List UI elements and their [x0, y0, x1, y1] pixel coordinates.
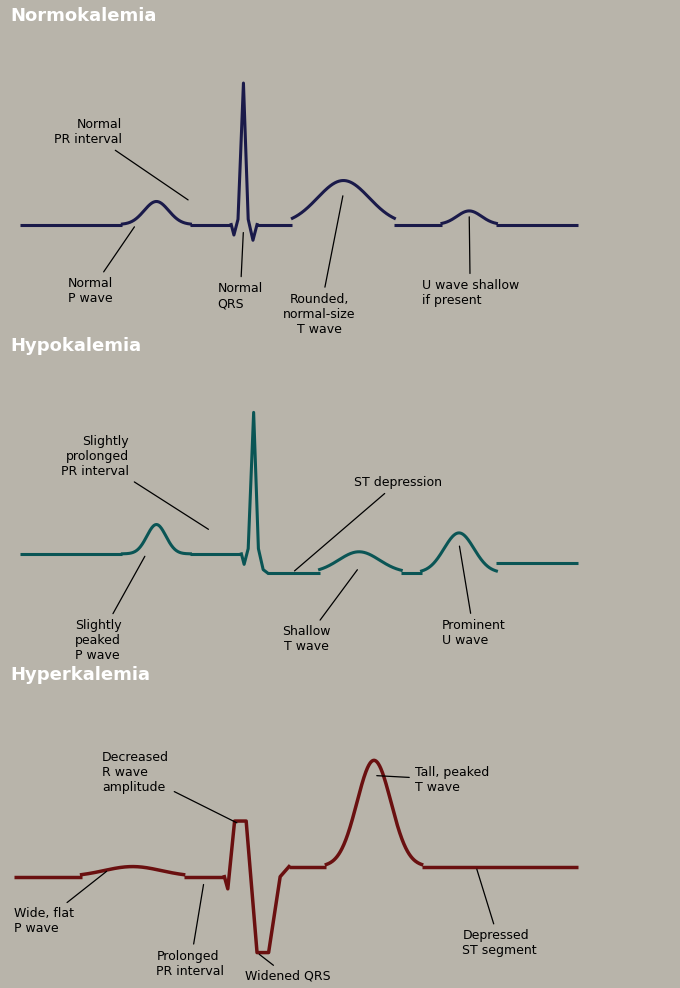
Text: Depressed
ST segment: Depressed ST segment — [462, 869, 537, 957]
Text: Wide, flat
P wave: Wide, flat P wave — [14, 871, 107, 935]
Text: Prominent
U wave: Prominent U wave — [442, 546, 506, 647]
Text: Normal
P wave: Normal P wave — [68, 227, 135, 305]
Text: Tall, peaked
T wave: Tall, peaked T wave — [377, 766, 489, 793]
Text: Normokalemia: Normokalemia — [10, 8, 156, 26]
Text: Hypokalemia: Hypokalemia — [10, 337, 141, 355]
Text: Hyperkalemia: Hyperkalemia — [10, 666, 150, 684]
Text: U wave shallow
if present: U wave shallow if present — [422, 216, 519, 307]
Text: Normal
PR interval: Normal PR interval — [54, 118, 188, 200]
Text: Slightly
prolonged
PR interval: Slightly prolonged PR interval — [61, 436, 209, 530]
Text: Rounded,
normal-size
T wave: Rounded, normal-size T wave — [284, 196, 356, 336]
Text: Normal
QRS: Normal QRS — [218, 232, 263, 310]
Text: Slightly
peaked
P wave: Slightly peaked P wave — [75, 556, 145, 662]
Text: ST depression: ST depression — [294, 476, 441, 571]
Text: Shallow
T wave: Shallow T wave — [282, 570, 358, 653]
Text: Widened QRS: Widened QRS — [245, 954, 330, 983]
Text: Decreased
R wave
amplitude: Decreased R wave amplitude — [102, 751, 237, 823]
Text: Prolonged
PR interval: Prolonged PR interval — [156, 884, 224, 977]
